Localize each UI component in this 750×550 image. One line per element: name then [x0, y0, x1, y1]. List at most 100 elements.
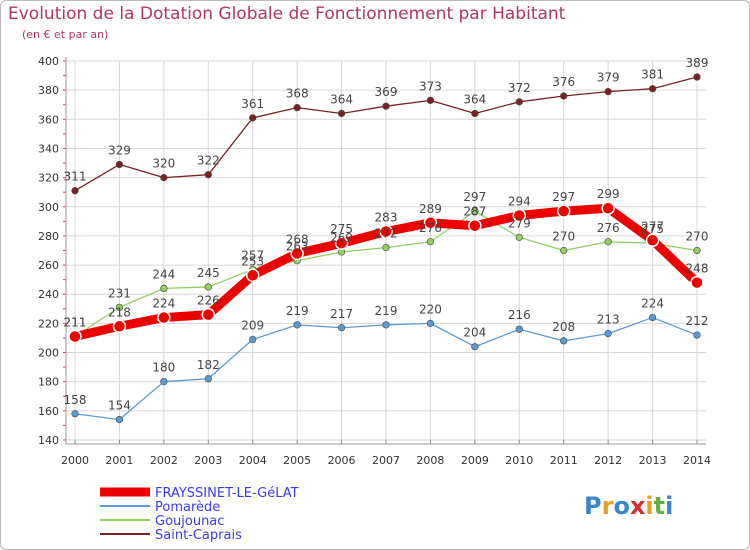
data-point [426, 319, 435, 327]
data-point [160, 174, 168, 182]
data-label: 226 [197, 294, 220, 308]
data-point [693, 73, 701, 81]
x-tick-label: 2005 [283, 454, 311, 467]
data-point [382, 321, 390, 329]
data-label: 209 [241, 318, 264, 332]
x-tick-label: 2004 [239, 454, 267, 467]
data-point [560, 337, 568, 345]
data-label: 294 [508, 195, 531, 209]
data-label: 276 [419, 221, 442, 235]
data-point [115, 415, 124, 424]
data-point [560, 246, 568, 255]
data-label: 279 [508, 216, 531, 230]
data-point [604, 88, 612, 96]
data-label: 245 [197, 266, 220, 280]
x-tick-label: 2013 [639, 454, 667, 467]
series [68, 73, 704, 424]
data-label: 283 [375, 211, 398, 225]
data-label: 211 [64, 316, 87, 330]
data-label: 263 [286, 240, 309, 254]
data-point [648, 313, 657, 322]
data-point [115, 160, 124, 169]
data-point [160, 284, 168, 293]
x-tick-label: 2009 [461, 454, 489, 467]
data-label: 211 [64, 316, 87, 330]
data-point [471, 207, 479, 215]
data-label: 320 [152, 157, 175, 171]
data-label: 213 [597, 313, 620, 327]
x-tick-label: 2008 [416, 454, 444, 467]
x-tick-label: 2011 [550, 454, 578, 467]
data-label: 270 [686, 230, 709, 244]
legend: FRAYSSINET-LE-GéLATPomarèdeGoujounacSain… [100, 486, 299, 543]
legend-label: Goujounac [155, 514, 224, 529]
data-point [204, 375, 212, 383]
data-point [112, 319, 127, 334]
data-point [471, 109, 479, 118]
data-point [604, 238, 612, 246]
data-label: 253 [241, 254, 264, 268]
legend-label: Saint-Caprais [155, 528, 242, 543]
logo-letter: t [653, 492, 666, 520]
data-label: 219 [286, 304, 309, 318]
data-point [426, 96, 435, 104]
data-label: 231 [108, 286, 131, 300]
data-label: 257 [241, 248, 264, 262]
data-point [515, 98, 523, 106]
data-point [245, 268, 260, 283]
y-tick-label: 360 [38, 113, 59, 126]
data-label: 389 [686, 56, 709, 70]
data-point [334, 236, 349, 250]
data-label: 361 [241, 97, 264, 111]
data-point [204, 171, 212, 179]
y-tick-label: 220 [38, 317, 59, 330]
data-label: 275 [330, 222, 353, 236]
data-label: 154 [108, 399, 131, 413]
y-tick-label: 380 [38, 84, 59, 97]
data-point [556, 204, 571, 218]
data-point [160, 378, 168, 386]
data-label: 158 [64, 393, 87, 407]
y-tick-label: 180 [38, 376, 59, 389]
data-label: 368 [286, 87, 309, 101]
data-label: 219 [375, 304, 398, 318]
logo-letter: o [613, 492, 630, 520]
data-point [382, 243, 390, 252]
data-label: 217 [330, 307, 353, 321]
y-tick-label: 240 [38, 288, 59, 301]
y-tick-label: 280 [38, 230, 59, 243]
data-label: 297 [552, 190, 575, 204]
data-label: 364 [330, 92, 353, 106]
data-point [204, 283, 212, 291]
chart-title: Evolution de la Dotation Globale de Fonc… [8, 4, 566, 24]
data-label: 224 [641, 297, 664, 311]
data-label: 297 [463, 190, 486, 204]
data-point [290, 246, 304, 261]
data-label: 311 [64, 170, 87, 184]
data-point [426, 238, 435, 246]
x-tick-label: 2007 [372, 454, 400, 467]
data-label: 212 [686, 314, 709, 328]
x-tick-label: 2002 [150, 454, 178, 467]
axes: 140 160 180 200 220 240 260 280 300 320 340 360 380 4… [38, 55, 711, 467]
data-point [604, 329, 612, 338]
data-point [249, 335, 257, 344]
y-tick-label: 140 [38, 434, 59, 447]
y-tick-label: 340 [38, 142, 59, 155]
data-label: 287 [463, 205, 486, 219]
data-point [471, 343, 479, 351]
data-label: 373 [419, 79, 442, 93]
data-label: 268 [286, 232, 309, 246]
legend-label: Pomarède [155, 500, 220, 515]
data-point [645, 233, 660, 248]
data-label: 275 [641, 222, 664, 236]
x-tick-label: 2012 [594, 454, 622, 467]
data-point [515, 233, 523, 241]
data-point [71, 187, 79, 195]
data-label: 224 [152, 297, 175, 311]
data-point [379, 224, 393, 239]
logo-letter: P [584, 492, 602, 520]
data-label: 372 [508, 81, 531, 95]
data-labels: 311 329 320 322 361 368 364 369 373 364 372 376 379 3… [64, 56, 709, 413]
